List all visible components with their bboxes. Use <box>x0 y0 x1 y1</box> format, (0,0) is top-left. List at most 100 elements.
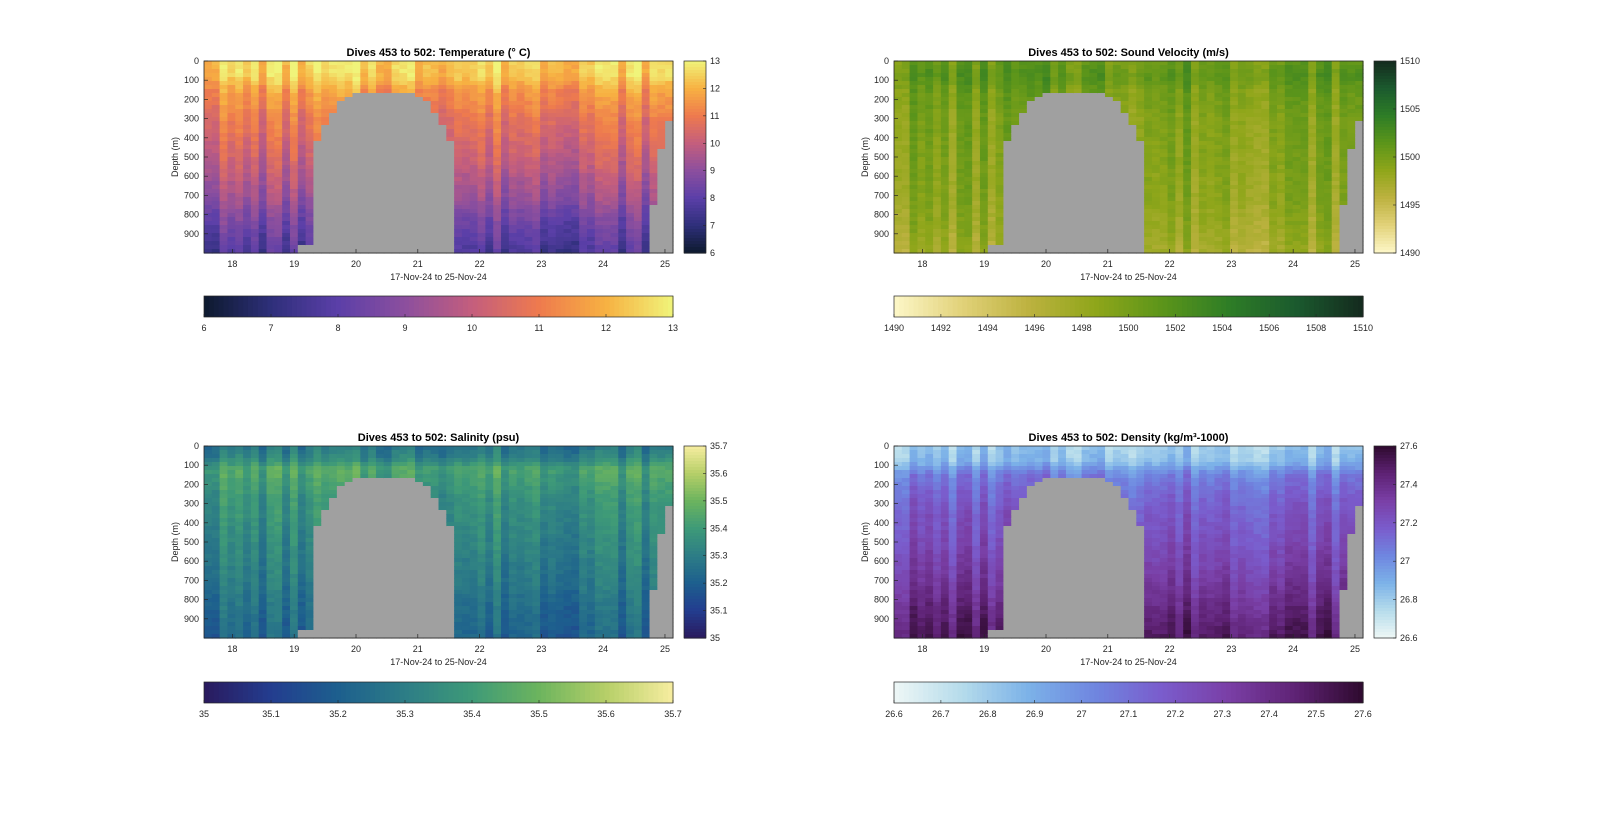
heatmap-cell <box>422 73 432 78</box>
heatmap-cell <box>219 161 229 166</box>
heatmap-cell <box>1034 93 1044 98</box>
heatmap-cell <box>313 177 322 182</box>
heatmap-cell <box>1019 85 1028 90</box>
heatmap-cell <box>524 97 533 102</box>
heatmap-cell <box>995 65 1005 70</box>
heatmap-cell <box>461 157 471 162</box>
y-tick-label: 700 <box>184 190 199 200</box>
heatmap-cell <box>274 89 283 94</box>
heatmap-cell <box>1081 129 1091 134</box>
heatmap-cell <box>555 137 565 142</box>
heatmap-cell <box>1167 189 1176 194</box>
heatmap-cell <box>894 157 903 162</box>
heatmap-cell <box>1042 181 1051 186</box>
heatmap-cell <box>1159 237 1169 242</box>
heatmap-cell <box>579 129 588 134</box>
heatmap-cell <box>469 97 479 102</box>
heatmap-cell <box>485 121 494 126</box>
heatmap-cell <box>219 201 229 206</box>
heatmap-cell <box>972 165 981 170</box>
heatmap-cell <box>1112 161 1122 166</box>
heatmap-cell <box>336 165 346 170</box>
heatmap-cell <box>1167 157 1176 162</box>
heatmap-cell <box>1112 137 1122 142</box>
heatmap-cell <box>979 165 989 170</box>
heatmap-cell <box>995 141 1005 146</box>
heatmap-cell <box>933 105 942 110</box>
heatmap-cell <box>516 209 526 214</box>
colorbar-segment <box>684 97 706 101</box>
heatmap-cell <box>925 241 934 246</box>
heatmap-cell <box>917 225 926 230</box>
heatmap-cell <box>987 245 997 250</box>
colorbar-segment <box>658 296 664 317</box>
heatmap-cell <box>227 81 236 86</box>
heatmap-cell <box>1034 141 1044 146</box>
colorbar-segment <box>462 296 469 317</box>
heatmap-cell <box>894 129 903 134</box>
heatmap-cell <box>579 113 588 118</box>
colorbar-segment <box>684 202 706 206</box>
heatmap-cell <box>368 61 377 66</box>
heatmap-cell <box>1011 249 1020 254</box>
heatmap-cell <box>901 161 911 166</box>
heatmap-cell <box>438 101 447 106</box>
heatmap-cell <box>1120 153 1130 158</box>
heatmap-cell <box>274 109 283 114</box>
heatmap-cell <box>1081 85 1091 90</box>
heatmap-cell <box>407 141 416 146</box>
heatmap-cell <box>940 69 950 74</box>
heatmap-cell <box>282 97 291 102</box>
heatmap-cell <box>633 169 643 174</box>
heatmap-cell <box>1065 169 1075 174</box>
heatmap-cell <box>501 133 510 138</box>
heatmap-cell <box>1011 121 1020 126</box>
heatmap-cell <box>948 209 958 214</box>
heatmap-cell <box>305 189 315 194</box>
heatmap-cell <box>461 201 471 206</box>
heatmap-cell <box>579 237 588 242</box>
heatmap-cell <box>399 129 408 134</box>
heatmap-cell <box>477 169 486 174</box>
heatmap-cell <box>227 69 236 74</box>
heatmap-cell <box>925 209 934 214</box>
heatmap-cell <box>446 77 455 82</box>
heatmap-cell <box>204 141 213 146</box>
heatmap-cell <box>925 137 934 142</box>
heatmap-cell <box>633 173 643 178</box>
heatmap-cell <box>894 177 903 182</box>
heatmap-cell <box>297 169 307 174</box>
heatmap-cell <box>547 161 557 166</box>
heatmap-cell <box>407 229 416 234</box>
heatmap-cell <box>633 233 643 238</box>
heatmap-cell <box>995 241 1005 246</box>
heatmap-cell <box>235 101 244 106</box>
heatmap-cell <box>940 173 950 178</box>
heatmap-cell <box>540 137 549 142</box>
heatmap-cell <box>1120 237 1130 242</box>
heatmap-cell <box>368 137 377 142</box>
heatmap-cell <box>524 185 533 190</box>
heatmap-cell <box>329 117 338 122</box>
heatmap-cell <box>305 125 315 130</box>
heatmap-cell <box>532 121 541 126</box>
heatmap-cell <box>1065 161 1075 166</box>
heatmap-cell <box>917 129 926 134</box>
heatmap-cell <box>383 165 393 170</box>
heatmap-cell <box>493 81 502 86</box>
heatmap-cell <box>1050 97 1059 102</box>
heatmap-cell <box>633 61 643 66</box>
heatmap-cell <box>909 141 919 146</box>
heatmap-cell <box>909 77 919 82</box>
heatmap-cell <box>1128 185 1137 190</box>
heatmap-cell <box>383 109 393 114</box>
heatmap-cell <box>344 249 354 254</box>
heatmap-cell <box>258 137 268 142</box>
heatmap-cell <box>1183 201 1192 206</box>
heatmap-cell <box>940 177 950 182</box>
heatmap-cell <box>454 233 463 238</box>
heatmap-cell <box>227 237 236 242</box>
heatmap-cell <box>329 69 338 74</box>
heatmap-cell <box>1042 73 1051 78</box>
heatmap-cell <box>446 241 455 246</box>
